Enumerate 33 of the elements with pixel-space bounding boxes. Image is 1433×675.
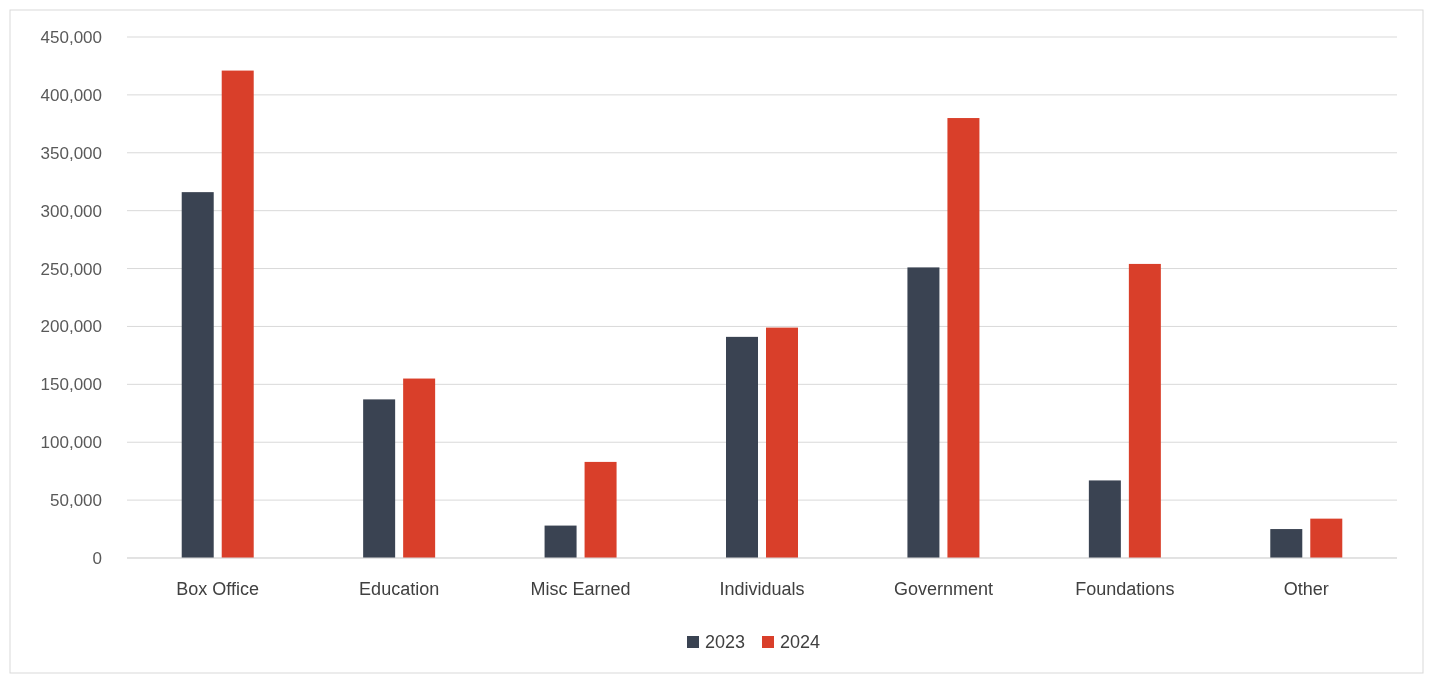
bar [1270,529,1303,558]
y-tick-label: 450,000 [40,27,102,47]
bar [1088,480,1121,558]
bar [181,192,214,558]
bar [221,70,254,558]
y-tick-label: 150,000 [40,375,102,395]
x-tick-label: Foundations [1075,579,1175,599]
y-tick-label: 350,000 [40,143,102,163]
bar [947,118,980,558]
bar [584,461,617,558]
y-tick-label: 400,000 [40,85,102,105]
x-tick-label: Other [1283,579,1329,599]
x-tick-label: Education [359,579,440,599]
y-tick-label: 100,000 [40,433,102,453]
bar [1310,518,1343,558]
bar [726,336,758,558]
legend-label: 2024 [780,632,821,653]
bar [363,399,396,558]
bar [766,327,798,558]
y-tick-label: 0 [92,548,102,568]
legend-label: 2023 [705,632,746,653]
y-tick-label: 50,000 [50,491,102,511]
bar [403,378,436,558]
bar [907,267,940,558]
y-tick-label: 300,000 [40,201,102,221]
x-tick-label: Misc Earned [530,579,631,599]
x-tick-label: Government [893,579,993,599]
y-tick-label: 200,000 [40,317,102,337]
x-tick-label: Individuals [719,579,805,599]
bar [544,525,577,558]
bar [1128,263,1161,558]
y-tick-label: 250,000 [40,259,102,279]
x-tick-label: Box Office [176,579,260,599]
